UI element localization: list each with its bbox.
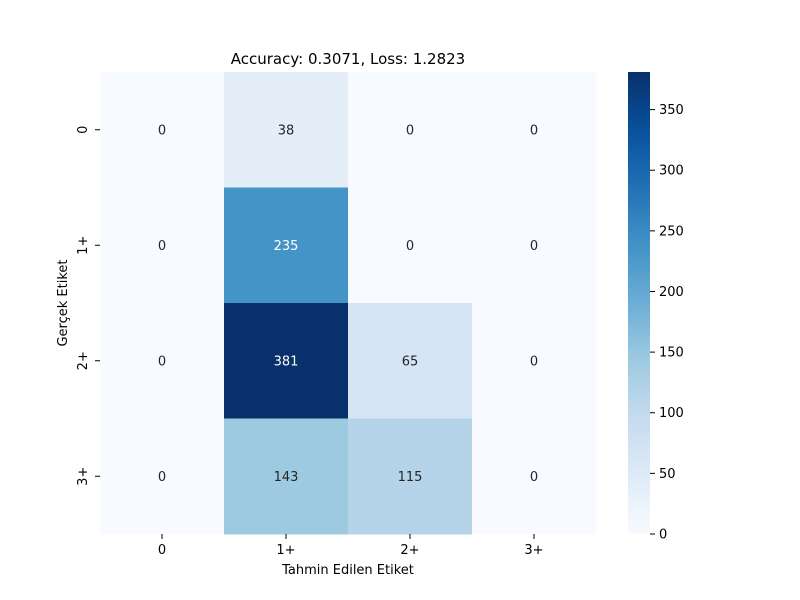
colorbar-tick-label: 50 (659, 467, 676, 482)
colorbar-tick-label: 100 (659, 406, 684, 421)
x-tick-label: 3+ (524, 543, 543, 558)
cell-value-label: 0 (530, 123, 538, 138)
cell-value-label: 0 (158, 239, 166, 254)
cell-value-label: 38 (278, 123, 295, 138)
y-tick-label: 2+ (76, 351, 91, 370)
x-tick-label: 1+ (276, 543, 295, 558)
colorbar-ticks: 0 50 100 150 200 250 300 350 (650, 103, 684, 543)
colorbar-tick-label: 300 (659, 164, 684, 179)
cell-value-label: 65 (402, 354, 419, 369)
colorbar-tick-label: 250 (659, 224, 684, 239)
cell-value-label: 0 (406, 123, 414, 138)
x-tick-label: 2+ (400, 543, 419, 558)
heatmap-cell (472, 303, 597, 419)
heatmap-cell (224, 418, 349, 535)
heatmap-cell (348, 303, 473, 419)
cell-value-label: 0 (530, 470, 538, 485)
cell-value-label: 115 (398, 470, 423, 485)
colorbar-tick-label: 150 (659, 346, 684, 361)
heatmap-cell (472, 72, 597, 188)
heatmap-cell (224, 303, 349, 419)
y-axis-ticks: 0 1+ 2+ 3+ (76, 126, 100, 486)
y-tick-label: 0 (76, 126, 91, 134)
cell-value-label: 0 (530, 239, 538, 254)
heatmap-cell (348, 72, 473, 188)
y-tick-label: 3+ (76, 467, 91, 486)
x-axis-ticks: 0 1+ 2+ 3+ (158, 534, 544, 558)
colorbar-tick-label: 350 (659, 103, 684, 118)
cell-value-label: 0 (158, 354, 166, 369)
colorbar-tick-label: 0 (659, 528, 667, 543)
cell-value-label: 0 (158, 470, 166, 485)
y-tick-label: 1+ (76, 236, 91, 255)
colorbar (628, 72, 650, 534)
heatmap-cell (472, 187, 597, 304)
heatmap-cell (348, 418, 473, 535)
heatmap-cell (348, 187, 473, 304)
x-tick-label: 0 (158, 543, 166, 558)
cell-value-label: 235 (274, 239, 299, 254)
cell-value-label: 381 (274, 354, 299, 369)
heatmap-cell (472, 418, 597, 535)
heatmap-cell (100, 418, 225, 535)
cell-value-label: 0 (406, 239, 414, 254)
x-axis-label: Tahmin Edilen Etiket (281, 563, 414, 578)
heatmap-cell (224, 187, 349, 304)
heatmap-cells (100, 72, 597, 535)
heatmap-cell (100, 303, 225, 419)
y-axis-label: Gerçek Etiket (56, 259, 71, 346)
heatmap-cell (100, 187, 225, 304)
cell-value-label: 0 (530, 354, 538, 369)
cell-value-labels: 0 38 0 0 0 235 0 0 0 381 65 0 0 143 115 0 (158, 123, 538, 485)
chart-title: Accuracy: 0.3071, Loss: 1.2823 (231, 50, 465, 68)
cell-value-label: 0 (158, 123, 166, 138)
cell-value-label: 143 (274, 470, 299, 485)
heatmap-cell (100, 72, 225, 188)
colorbar-tick-label: 200 (659, 285, 684, 300)
heatmap-cell (224, 72, 349, 188)
